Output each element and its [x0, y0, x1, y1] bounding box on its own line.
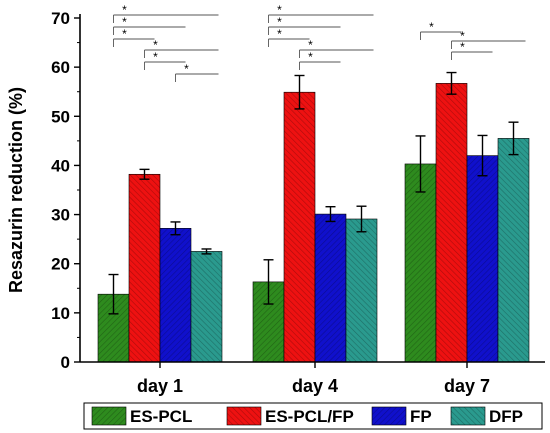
- significance-bracket: *: [113, 27, 155, 47]
- error-bar: [446, 71, 457, 95]
- error-bar: [139, 168, 150, 180]
- significance-bracket: *: [268, 15, 341, 35]
- legend-swatch: [226, 406, 262, 426]
- y-tick-label: 50: [51, 107, 70, 126]
- significance-bracket: *: [299, 38, 374, 58]
- bar-dfp-day-4: [345, 218, 378, 363]
- significance-star: *: [122, 15, 127, 29]
- y-axis-title: Resazurin reduction (%): [6, 87, 26, 293]
- significance-bracket: *: [451, 40, 493, 60]
- significance-bracket: *: [451, 29, 526, 49]
- error-bars: [108, 71, 519, 315]
- significance-bracket: *: [144, 50, 186, 70]
- significance-brackets: **************: [113, 3, 526, 82]
- significance-star: *: [460, 40, 465, 54]
- y-tick-label: 10: [51, 304, 70, 323]
- y-tick-label: 40: [51, 156, 70, 175]
- y-tick-label: 20: [51, 255, 70, 274]
- legend-label: FP: [410, 407, 432, 426]
- y-tick-label: 0: [61, 353, 70, 372]
- legend-item: DFP: [450, 406, 523, 426]
- y-axis-title-group: Resazurin reduction (%): [6, 87, 26, 293]
- bar-es-pcl-fp-day-7: [435, 83, 468, 363]
- significance-bracket: *: [420, 20, 462, 40]
- error-bar: [294, 74, 305, 110]
- significance-star: *: [277, 27, 282, 41]
- significance-star: *: [308, 38, 313, 52]
- significance-star: *: [277, 15, 282, 29]
- error-bar: [170, 221, 181, 236]
- error-bar: [508, 121, 519, 156]
- legend-item: ES-PCL: [91, 406, 192, 426]
- error-bar: [201, 248, 212, 255]
- significance-star: *: [184, 62, 189, 76]
- bar-fp-day-1: [159, 228, 192, 363]
- error-bar: [108, 273, 119, 315]
- significance-bracket: *: [113, 3, 219, 23]
- y-tick-label: 60: [51, 58, 70, 77]
- significance-star: *: [460, 29, 465, 43]
- significance-bracket: *: [299, 50, 341, 70]
- legend-label: DFP: [489, 407, 523, 426]
- x-category-label: day 7: [444, 376, 490, 396]
- significance-star: *: [308, 50, 313, 64]
- axes: 0 10 20 30 40 50 60 70 day 1 day 4 day 7: [51, 9, 545, 396]
- y-tick-label: 70: [51, 9, 70, 28]
- bar-fp-day-4: [314, 213, 347, 363]
- significance-bracket: *: [268, 27, 310, 47]
- legend-swatch: [450, 406, 486, 426]
- legend-label: ES-PCL/FP: [265, 407, 354, 426]
- significance-bracket: *: [175, 62, 219, 82]
- significance-bracket: *: [268, 3, 374, 23]
- bar-es-pcl-day-7: [404, 163, 437, 363]
- legend-label: ES-PCL: [130, 407, 192, 426]
- bar-fp-day-7: [466, 155, 499, 363]
- significance-star: *: [277, 3, 282, 17]
- bar-dfp-day-7: [497, 138, 530, 363]
- significance-star: *: [153, 50, 158, 64]
- y-tick-label: 30: [51, 206, 70, 225]
- significance-star: *: [153, 38, 158, 52]
- legend: ES-PCL ES-PCL/FP FP DFP: [83, 402, 543, 430]
- legend-item: FP: [371, 406, 432, 426]
- x-category-label: day 1: [137, 376, 183, 396]
- significance-star: *: [429, 20, 434, 34]
- x-category-label: day 4: [292, 376, 338, 396]
- significance-star: *: [122, 3, 127, 17]
- error-bar: [356, 205, 367, 233]
- error-bar: [263, 259, 274, 305]
- legend-swatch: [371, 406, 407, 426]
- legend-item: ES-PCL/FP: [226, 406, 354, 426]
- bar-es-pcl-fp-day-1: [128, 173, 161, 363]
- bar-dfp-day-1: [190, 251, 223, 363]
- bars: [97, 83, 530, 363]
- error-bar: [415, 135, 426, 193]
- bar-es-pcl-fp-day-4: [283, 91, 316, 363]
- significance-bracket: *: [144, 38, 219, 58]
- significance-bracket: *: [113, 15, 186, 35]
- error-bar: [477, 134, 488, 177]
- legend-swatch: [91, 406, 127, 426]
- error-bar: [325, 206, 336, 223]
- significance-star: *: [122, 27, 127, 41]
